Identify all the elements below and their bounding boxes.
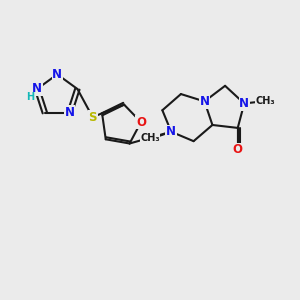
Text: N: N (166, 125, 176, 138)
Text: CH₃: CH₃ (140, 133, 160, 143)
Text: N: N (32, 82, 42, 95)
Text: N: N (65, 106, 75, 119)
Text: N: N (239, 97, 249, 110)
Text: O: O (233, 143, 243, 157)
Text: O: O (136, 116, 146, 129)
Text: S: S (88, 110, 97, 124)
Text: N: N (52, 68, 62, 81)
Text: CH₃: CH₃ (255, 96, 274, 106)
Text: N: N (200, 95, 209, 108)
Text: H: H (26, 92, 34, 102)
